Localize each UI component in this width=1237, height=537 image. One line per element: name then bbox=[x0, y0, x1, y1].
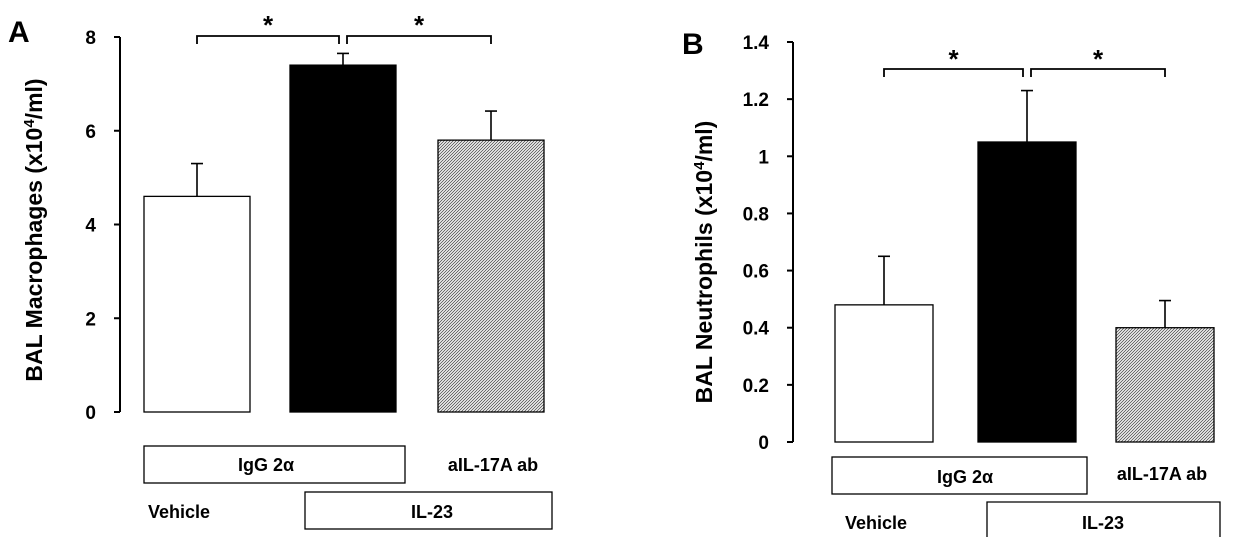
panel-b: B BAL Neutrophils (x104/ml) 0 0.2 0.4 0.6 0.… bbox=[682, 28, 1221, 537]
panel-b-y-tick-label: 0.4 bbox=[743, 319, 770, 340]
panel-a-ab-label: aIL-17A ab bbox=[448, 455, 538, 475]
panel-b-significance-bracket bbox=[1030, 68, 1166, 77]
panel-b-y-tick-label: 1.2 bbox=[743, 90, 769, 111]
panel-a-significance: * * bbox=[196, 10, 492, 44]
panel-a-y-tick-label: 2 bbox=[85, 309, 96, 330]
panel-b-igg-box bbox=[831, 456, 1088, 495]
panel-b-il23-box bbox=[986, 501, 1221, 537]
panel-b-significance-star: * bbox=[948, 44, 959, 74]
panel-a-y-tick-label: 8 bbox=[85, 28, 96, 49]
panel-b-significance: * * bbox=[883, 44, 1166, 77]
panel-a-significance-star: * bbox=[414, 10, 425, 40]
panel-b-ab-label: aIL-17A ab bbox=[1117, 464, 1207, 484]
panel-a-y-tick-label: 0 bbox=[85, 403, 96, 424]
panel-a-il23-label: IL-23 bbox=[411, 502, 453, 522]
panel-b-vehicle-label: Vehicle bbox=[845, 513, 907, 533]
panel-b-y-tick-label: 1.4 bbox=[743, 33, 770, 54]
panel-a-igg-label: IgG 2α bbox=[238, 455, 294, 475]
panel-b-bar-1 bbox=[834, 304, 934, 443]
panel-a-bar-2 bbox=[289, 64, 397, 413]
panel-a-y-axis-label: BAL Macrophages (x104/ml) bbox=[21, 78, 47, 381]
panel-b-y-tick-label: 1 bbox=[758, 147, 769, 168]
panel-a-bar-1 bbox=[143, 195, 251, 413]
panel-a-vehicle-label: Vehicle bbox=[148, 502, 210, 522]
panel-b-y-tick-label: 0.8 bbox=[743, 204, 769, 225]
panel-b-y-tick-label: 0.2 bbox=[743, 376, 769, 397]
panel-b-y-tick-label: 0.6 bbox=[743, 262, 769, 283]
panel-b-y-axis-label: BAL Neutrophils (x104/ml) bbox=[691, 121, 717, 404]
panel-b-ticks: 0 0.2 0.4 0.6 0.8 1 1.2 1.4 bbox=[743, 33, 793, 454]
panel-a-y-tick-label: 6 bbox=[85, 122, 96, 143]
panel-a-significance-bracket bbox=[196, 35, 340, 44]
panel-a-y-tick-label: 4 bbox=[85, 216, 96, 237]
panel-a-significance-bracket bbox=[346, 35, 492, 44]
panel-b-significance-star: * bbox=[1093, 44, 1104, 74]
panel-b-bars bbox=[834, 89, 1215, 443]
panel-a-bar-3 bbox=[437, 139, 545, 413]
panel-b-bar-2 bbox=[977, 141, 1077, 443]
panel-b-igg-label: IgG 2α bbox=[937, 467, 993, 487]
panel-b-bar-3 bbox=[1115, 327, 1215, 443]
panel-a-ticks: 0 2 4 6 8 bbox=[85, 28, 120, 424]
panel-a-label: A bbox=[8, 16, 30, 49]
panel-b-il23-label: IL-23 bbox=[1082, 513, 1124, 533]
panel-b-y-tick-label: 0 bbox=[758, 433, 769, 454]
panel-a-igg-box bbox=[143, 445, 406, 484]
panel-b-label: B bbox=[682, 28, 704, 61]
panel-a-il23-box bbox=[304, 491, 553, 530]
panel-a-bars bbox=[143, 52, 545, 413]
panel-b-significance-bracket bbox=[883, 68, 1024, 77]
panel-a-significance-star: * bbox=[263, 10, 274, 40]
